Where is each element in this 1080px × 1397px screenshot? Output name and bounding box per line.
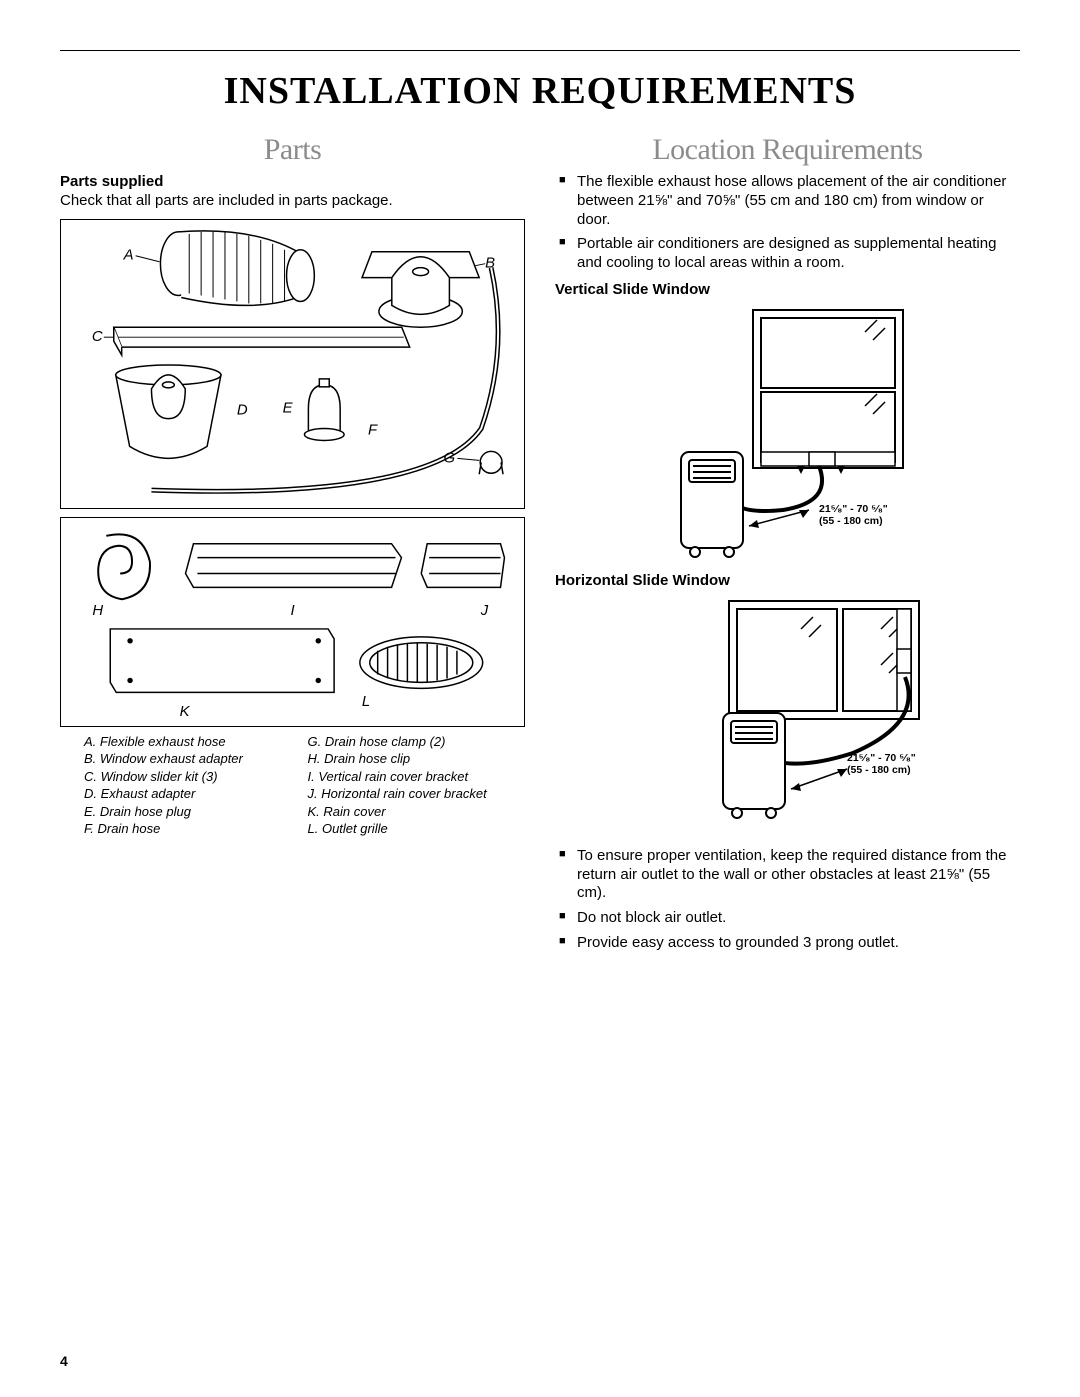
callout-b: B <box>485 255 495 271</box>
dim-label-line1: 21⁵⁄₈" - 70 ⁵⁄₈" <box>819 503 888 515</box>
parts-figure-bottom: H I J K L <box>60 517 525 727</box>
legend-item: J. Horizontal rain cover bracket <box>308 785 502 803</box>
legend-col-right: G. Drain hose clamp (2) H. Drain hose cl… <box>308 733 502 838</box>
legend-item: F. Drain hose <box>84 820 278 838</box>
callout-g: G <box>443 450 455 466</box>
list-item: Portable air conditioners are designed a… <box>555 235 1020 273</box>
page-number: 4 <box>60 1353 68 1369</box>
parts-intro-text: Check that all parts are included in par… <box>60 192 525 211</box>
left-column: Parts Parts supplied Check that all part… <box>60 133 525 961</box>
legend-item: K. Rain cover <box>308 803 502 821</box>
callout-i: I <box>291 603 295 619</box>
parts-section-title: Parts <box>60 133 525 167</box>
callout-d: D <box>237 402 248 418</box>
location-top-bullets: The flexible exhaust hose allows placeme… <box>555 173 1020 273</box>
callout-f: F <box>368 422 378 438</box>
vertical-window-figure: 21⁵⁄₈" - 70 ⁵⁄₈" (55 - 180 cm) <box>555 302 1020 562</box>
list-item: Do not block air outlet. <box>555 909 1020 928</box>
horizontal-window-heading: Horizontal Slide Window <box>555 572 1020 589</box>
two-column-layout: Parts Parts supplied Check that all part… <box>60 133 1020 961</box>
top-rule <box>60 50 1020 51</box>
legend-item: B. Window exhaust adapter <box>84 750 278 768</box>
list-item: The flexible exhaust hose allows placeme… <box>555 173 1020 229</box>
callout-k: K <box>180 704 191 720</box>
callout-h: H <box>92 603 103 619</box>
callout-l: L <box>362 694 370 710</box>
legend-item: E. Drain hose plug <box>84 803 278 821</box>
legend-item: H. Drain hose clip <box>308 750 502 768</box>
location-bottom-bullets: To ensure proper ventilation, keep the r… <box>555 847 1020 953</box>
parts-figure-top: A B C D E F G <box>60 219 525 509</box>
dim-label-line2-h: (55 - 180 cm) <box>847 764 911 776</box>
list-item: To ensure proper ventilation, keep the r… <box>555 847 1020 903</box>
vertical-window-heading: Vertical Slide Window <box>555 281 1020 298</box>
parts-supplied-heading: Parts supplied <box>60 173 525 190</box>
list-item: Provide easy access to grounded 3 prong … <box>555 934 1020 953</box>
callout-j: J <box>480 603 489 619</box>
callout-e: E <box>283 400 294 416</box>
dim-label-line1-h: 21⁵⁄₈" - 70 ⁵⁄₈" <box>847 752 916 764</box>
legend-item: C. Window slider kit (3) <box>84 768 278 786</box>
right-column: Location Requirements The flexible exhau… <box>555 133 1020 961</box>
callout-a: A <box>123 247 134 263</box>
location-section-title: Location Requirements <box>555 133 1020 167</box>
legend-item: G. Drain hose clamp (2) <box>308 733 502 751</box>
legend-item: I. Vertical rain cover bracket <box>308 768 502 786</box>
callout-c: C <box>92 329 103 345</box>
legend-item: D. Exhaust adapter <box>84 785 278 803</box>
page-title: INSTALLATION REQUIREMENTS <box>60 69 1020 113</box>
horizontal-window-figure: 21⁵⁄₈" - 70 ⁵⁄₈" (55 - 180 cm) <box>555 593 1020 833</box>
legend-col-left: A. Flexible exhaust hose B. Window exhau… <box>84 733 278 838</box>
dim-label-line2: (55 - 180 cm) <box>819 515 883 527</box>
parts-legend: A. Flexible exhaust hose B. Window exhau… <box>60 733 525 838</box>
legend-item: L. Outlet grille <box>308 820 502 838</box>
legend-item: A. Flexible exhaust hose <box>84 733 278 751</box>
